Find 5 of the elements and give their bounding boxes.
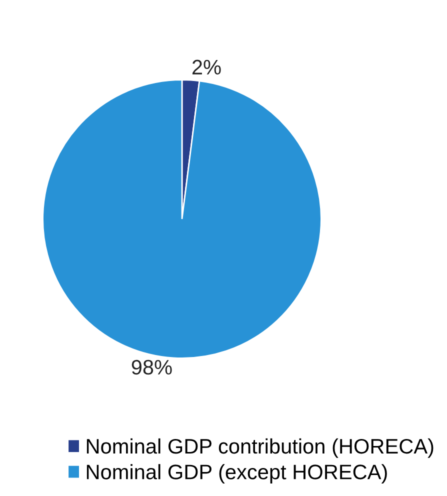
pie-slice — [42, 79, 322, 359]
data-label: 98% — [132, 360, 172, 375]
data-label: 2% — [192, 60, 221, 74]
legend-label: Nominal GDP contribution (HORECA) — [86, 438, 434, 458]
legend-label: Nominal GDP (except HORECA) — [86, 464, 387, 484]
